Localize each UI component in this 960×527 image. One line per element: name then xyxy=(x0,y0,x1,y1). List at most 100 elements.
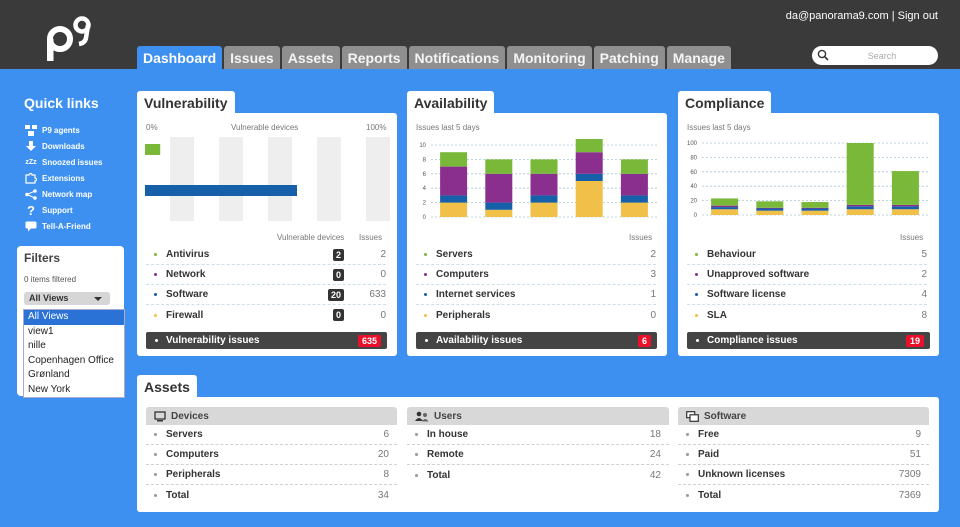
y-tick-label: 60 xyxy=(690,170,697,176)
avail-row-servers[interactable]: Servers 2 xyxy=(416,245,656,265)
view-option-new-york[interactable]: New York xyxy=(28,383,71,395)
legend-dot xyxy=(695,273,698,276)
devices-header[interactable]: Devices xyxy=(146,407,397,425)
vuln-row-software[interactable]: Software 20 633 xyxy=(146,285,386,305)
row-name: Total xyxy=(698,489,722,501)
asset-row-total: Total 42 xyxy=(407,465,669,485)
signout-link[interactable]: Sign out xyxy=(897,10,938,22)
avail-row-internet-services[interactable]: Internet services 1 xyxy=(416,285,656,305)
tab-manage[interactable]: Manage xyxy=(666,46,731,69)
avail-row-peripherals[interactable]: Peripherals 0 xyxy=(416,305,656,325)
row-name: Servers xyxy=(436,249,473,260)
view-option-nille[interactable]: nille xyxy=(28,340,46,351)
issue-count: 5 xyxy=(921,249,927,260)
view-option-gronland[interactable]: Grønland xyxy=(28,369,70,380)
footer-label: Availability issues xyxy=(436,335,523,346)
quick-link-p9-agents[interactable]: P9 agents xyxy=(24,122,102,138)
tab-notifications[interactable]: Notifications xyxy=(408,46,506,69)
y-tick-label: 2 xyxy=(423,201,427,207)
view-option-view1[interactable]: view1 xyxy=(28,325,54,337)
view-select[interactable]: All Views xyxy=(24,292,110,305)
compliance-issues-bar[interactable]: Compliance issues 19 xyxy=(687,332,930,349)
user-email[interactable]: da@panorama9.com xyxy=(785,10,889,22)
issue-count: 2 xyxy=(380,249,386,260)
y-tick-label: 0 xyxy=(423,215,427,221)
search-input[interactable] xyxy=(834,48,930,63)
row-name: Peripherals xyxy=(166,469,221,480)
tab-reports[interactable]: Reports xyxy=(341,46,407,69)
legend-dot xyxy=(424,273,427,276)
legend-dot xyxy=(154,253,157,256)
quick-link-downloads[interactable]: Downloads xyxy=(24,138,102,154)
vulnerability-panel: 0% Vulnerable devices 100% Vulnerable de… xyxy=(137,113,397,356)
tab-dashboard[interactable]: Dashboard xyxy=(137,46,223,69)
asset-row-in-house[interactable]: In house 18 xyxy=(407,425,669,445)
snooze-icon: zZz xyxy=(25,158,37,166)
tab-assets[interactable]: Assets xyxy=(281,46,340,69)
comp-row-unapproved-software[interactable]: Unapproved software 2 xyxy=(687,265,927,285)
asset-row-unknown-licenses[interactable]: Unknown licenses 7309 xyxy=(678,465,929,485)
row-name: In house xyxy=(427,429,469,440)
quick-link-network-map[interactable]: Network map xyxy=(24,186,102,202)
bar-segment-servers xyxy=(440,152,468,167)
quick-link-extensions[interactable]: Extensions xyxy=(24,170,102,186)
row-value: 6 xyxy=(383,429,389,440)
asset-row-servers[interactable]: Servers 6 xyxy=(146,425,397,445)
issue-count: 0 xyxy=(650,309,656,321)
availability-issues-bar[interactable]: Availability issues 6 xyxy=(416,332,657,349)
row-name: Paid xyxy=(698,449,720,460)
vuln-row-antivirus[interactable]: Antivirus 2 2 xyxy=(146,245,386,265)
asset-row-free[interactable]: Free 9 xyxy=(678,425,929,445)
row-name: Total xyxy=(427,469,451,481)
agents-icon xyxy=(24,124,38,136)
comp-row-software-license[interactable]: Software license 4 xyxy=(687,285,927,305)
chart-title: Issues last 5 days xyxy=(416,123,480,132)
issue-total-badge: 635 xyxy=(357,334,381,347)
vuln-row-network[interactable]: Network 0 0 xyxy=(146,265,386,285)
group-title: Software xyxy=(704,410,747,422)
asset-row-computers[interactable]: Computers 20 xyxy=(146,445,397,465)
user-area: da@panorama9.com | Sign out xyxy=(786,10,938,22)
vuln-row-firewall[interactable]: Firewall 0 0 xyxy=(146,305,386,325)
quick-link-support[interactable]: ? Support xyxy=(24,202,102,218)
tab-issues[interactable]: Issues xyxy=(224,46,280,69)
compliance-title[interactable]: Compliance xyxy=(678,91,772,115)
availability-title[interactable]: Availability xyxy=(407,91,495,115)
row-name: Behaviour xyxy=(707,249,756,260)
row-value: 34 xyxy=(377,489,389,501)
bar-software xyxy=(145,185,297,196)
asset-row-remote[interactable]: Remote 24 xyxy=(407,445,669,465)
view-dropdown-list: All Views view1 nille Copenhagen Office … xyxy=(23,309,125,398)
bar-segment-computers xyxy=(485,173,513,203)
y-tick-label: 20 xyxy=(690,199,697,205)
software-header[interactable]: Software xyxy=(678,407,929,425)
row-name: Peripherals xyxy=(436,309,491,321)
vulnerability-issues-bar[interactable]: Vulnerability issues 635 xyxy=(146,332,387,349)
row-value: 20 xyxy=(377,449,389,460)
asset-row-paid[interactable]: Paid 51 xyxy=(678,445,929,465)
asset-row-total: Total 7369 xyxy=(678,485,929,505)
row-value: 7309 xyxy=(898,469,921,480)
view-option-all-views[interactable]: All Views xyxy=(24,310,124,325)
quick-link-label: P9 agents xyxy=(42,125,80,135)
bar-segment-software-license xyxy=(846,206,874,210)
legend-dot xyxy=(695,313,698,317)
assets-title[interactable]: Assets xyxy=(137,375,197,399)
tab-monitoring[interactable]: Monitoring xyxy=(507,46,592,69)
avail-row-computers[interactable]: Computers 3 xyxy=(416,265,656,285)
users-header[interactable]: Users xyxy=(407,407,669,425)
comp-row-behaviour[interactable]: Behaviour 5 xyxy=(687,245,927,265)
quick-link-tell-a-friend[interactable]: Tell-A-Friend xyxy=(24,218,102,234)
comp-row-sla[interactable]: SLA 8 xyxy=(687,305,927,325)
tab-patching[interactable]: Patching xyxy=(593,46,665,69)
search-icon xyxy=(817,49,829,61)
grid-column xyxy=(219,137,243,221)
quick-link-snoozed-issues[interactable]: zZz Snoozed issues xyxy=(24,154,102,170)
p9-logo[interactable] xyxy=(46,14,96,64)
asset-row-peripherals[interactable]: Peripherals 8 xyxy=(146,465,397,485)
bar-segment-internet-services xyxy=(575,173,603,181)
view-option-copenhagen[interactable]: Copenhagen Office xyxy=(28,354,114,366)
bullet xyxy=(154,493,157,497)
vulnerability-title[interactable]: Vulnerability xyxy=(137,91,235,115)
bar-segment-internet-services xyxy=(530,195,558,203)
